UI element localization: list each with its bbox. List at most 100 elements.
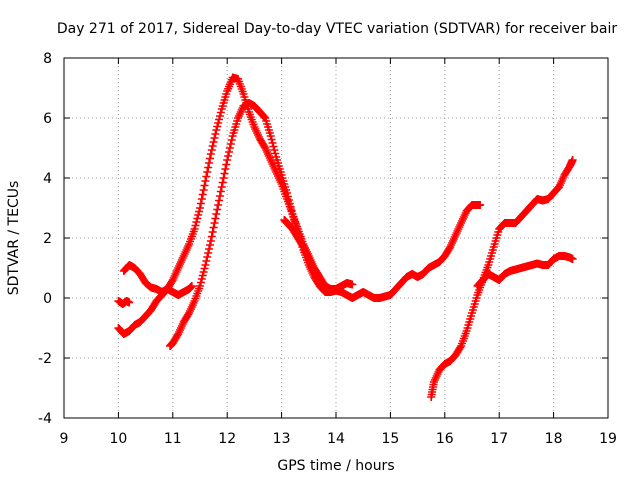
x-tick-label: 16 <box>436 431 454 447</box>
data-point <box>197 195 206 203</box>
y-tick-label: 2 <box>43 231 52 247</box>
data-point <box>284 196 293 204</box>
x-tick-label: 14 <box>327 431 345 447</box>
data-point <box>269 142 278 151</box>
y-tick-label: -2 <box>38 351 52 367</box>
data-point <box>445 244 454 253</box>
data-point <box>202 257 211 265</box>
data-point <box>211 214 220 223</box>
data-point <box>206 237 215 245</box>
data-point <box>227 136 236 144</box>
data-point <box>208 228 217 236</box>
data-point <box>205 245 214 253</box>
x-tick-label: 9 <box>60 431 69 447</box>
data-point <box>199 186 208 194</box>
data-point <box>196 204 204 212</box>
x-tick-label: 18 <box>545 431 563 447</box>
data-point <box>191 221 200 230</box>
data-point <box>167 277 176 286</box>
data-point <box>285 199 294 208</box>
data-point <box>203 253 212 261</box>
x-tick-label: 10 <box>109 431 127 447</box>
data-point <box>205 241 214 249</box>
data-point <box>193 214 202 223</box>
data-point <box>195 207 204 216</box>
data-point <box>173 331 182 340</box>
data-point <box>209 223 218 232</box>
x-tick-label: 11 <box>164 431 182 447</box>
grid <box>64 58 608 418</box>
x-tick-label: 15 <box>381 431 399 447</box>
x-tick-label: 17 <box>490 431 508 447</box>
data-point <box>223 156 232 164</box>
data-point <box>222 160 231 169</box>
data-point <box>260 113 269 121</box>
data-point <box>196 278 205 287</box>
data-point <box>198 190 207 199</box>
data-point <box>207 232 216 241</box>
data-point <box>348 280 357 289</box>
y-tick-label: 0 <box>43 291 52 307</box>
y-tick-label: 4 <box>43 171 52 187</box>
data-point <box>206 150 215 158</box>
data-point <box>204 163 213 172</box>
data-point <box>197 275 206 283</box>
data-point <box>196 199 205 208</box>
data-point <box>210 134 219 142</box>
y-axis-label: SDTVAR / TECUs <box>6 181 22 296</box>
data-point <box>283 192 292 201</box>
data-point <box>184 310 193 319</box>
data-point <box>215 115 224 124</box>
data-point <box>204 249 213 257</box>
data-point <box>266 132 275 140</box>
data-point <box>568 156 577 164</box>
data-point <box>201 177 210 185</box>
data-point <box>210 219 219 227</box>
y-tick-labels: -4 -2 0 2 4 6 8 <box>38 51 52 427</box>
data-point <box>298 241 307 250</box>
data-point <box>190 225 199 233</box>
data-point <box>270 146 279 154</box>
data-point <box>214 201 223 209</box>
data-point <box>198 271 207 280</box>
data-point <box>220 169 229 178</box>
data-point <box>187 282 196 290</box>
x-axis-label: GPS time / hours <box>277 458 394 474</box>
x-tick-labels: 9 10 11 12 13 14 15 16 17 18 19 <box>60 431 617 447</box>
data-point <box>192 218 201 226</box>
data-point <box>212 210 221 218</box>
data-point <box>286 203 295 211</box>
data-point <box>287 206 296 215</box>
y-tick-label: -4 <box>38 411 52 427</box>
data-point <box>215 196 224 205</box>
data-point <box>196 282 204 290</box>
data-point <box>213 122 222 131</box>
chart-title: Day 271 of 2017, Sidereal Day-to-day VTE… <box>57 21 618 37</box>
data-point <box>209 138 218 146</box>
data-point <box>226 140 235 148</box>
data-point <box>267 135 276 144</box>
data-point <box>215 112 224 120</box>
data-point <box>205 154 214 163</box>
data-point <box>214 119 223 127</box>
data-point <box>211 130 220 138</box>
x-tick-label: 13 <box>273 431 291 447</box>
data-point <box>215 192 224 200</box>
data-point <box>201 261 210 269</box>
data-point <box>207 146 216 154</box>
data-point <box>217 183 226 191</box>
data-point <box>212 126 221 134</box>
data-point <box>224 152 233 160</box>
data-points <box>114 73 577 401</box>
data-point <box>314 274 323 283</box>
axis-ticks <box>63 57 609 419</box>
data-point <box>268 139 277 147</box>
data-point <box>216 187 225 196</box>
data-point <box>194 211 203 219</box>
data-point <box>125 298 134 307</box>
data-point <box>221 165 230 173</box>
data-point <box>218 178 227 187</box>
data-point <box>208 142 217 150</box>
data-point <box>271 149 280 158</box>
